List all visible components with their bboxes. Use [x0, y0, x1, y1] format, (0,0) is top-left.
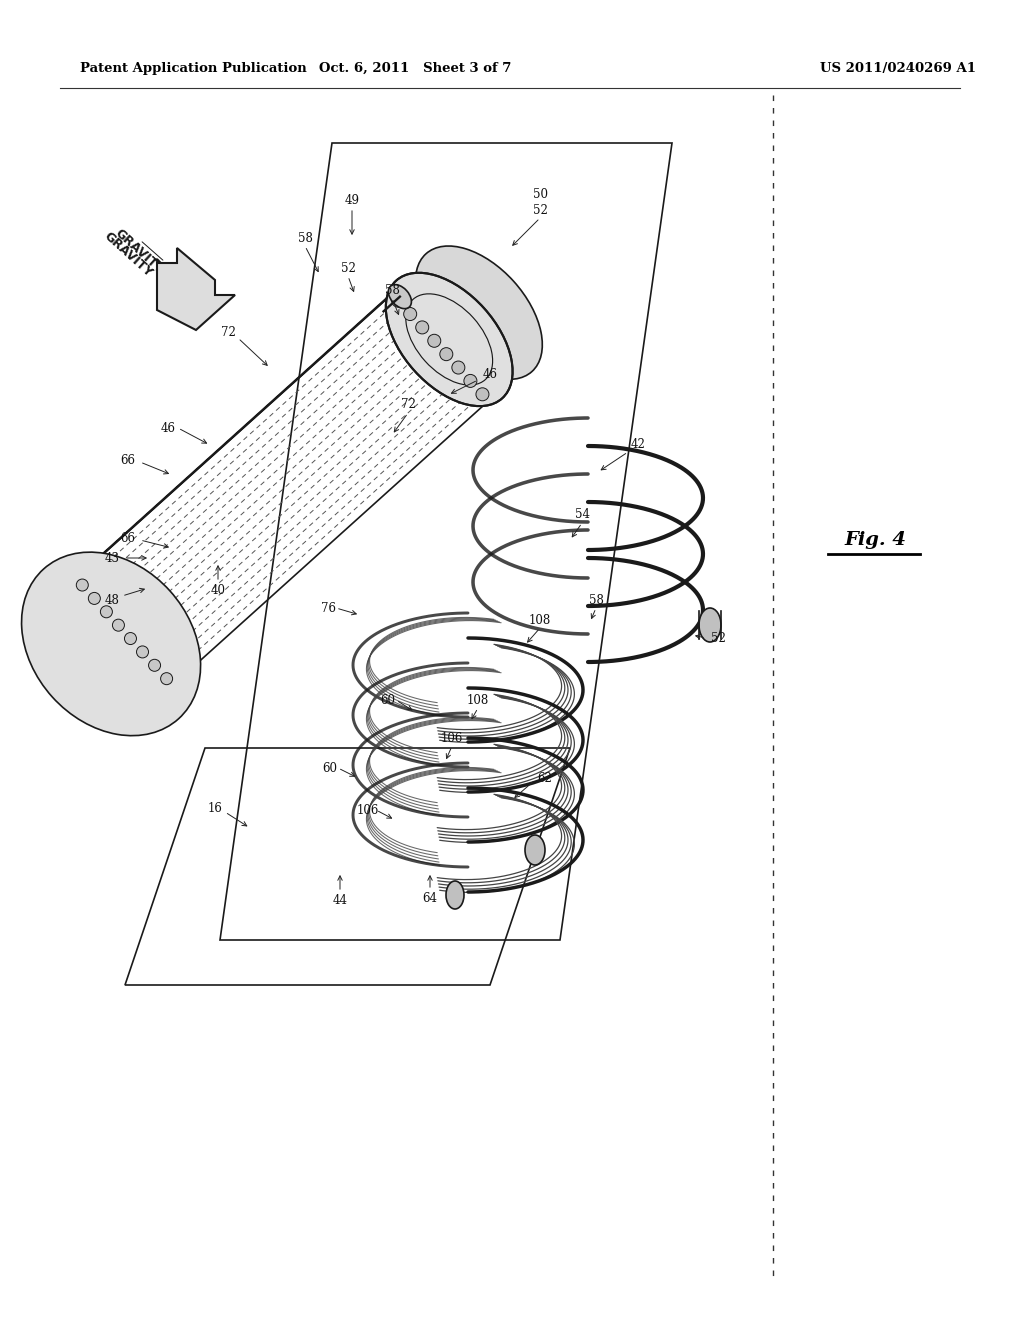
- Ellipse shape: [525, 836, 545, 865]
- Text: 108: 108: [528, 614, 551, 627]
- Text: 58: 58: [385, 284, 399, 297]
- Text: 49: 49: [344, 194, 359, 206]
- Circle shape: [113, 619, 125, 631]
- Text: 44: 44: [333, 894, 347, 907]
- Text: 50: 50: [532, 189, 548, 202]
- Circle shape: [88, 593, 100, 605]
- Ellipse shape: [699, 609, 721, 642]
- Text: 62: 62: [538, 771, 552, 784]
- Text: US 2011/0240269 A1: US 2011/0240269 A1: [820, 62, 976, 75]
- Circle shape: [148, 659, 161, 672]
- Text: 108: 108: [467, 693, 489, 706]
- Polygon shape: [157, 248, 234, 330]
- Text: GRAVITY: GRAVITY: [112, 227, 166, 277]
- Text: 64: 64: [423, 891, 437, 904]
- Circle shape: [428, 334, 440, 347]
- Text: 72: 72: [220, 326, 236, 338]
- Text: 40: 40: [211, 583, 225, 597]
- Ellipse shape: [22, 552, 201, 735]
- Text: 52: 52: [711, 631, 725, 644]
- Text: 72: 72: [400, 399, 416, 412]
- Circle shape: [464, 375, 477, 387]
- Circle shape: [416, 321, 429, 334]
- Ellipse shape: [386, 273, 513, 407]
- Text: 106: 106: [356, 804, 379, 817]
- Text: Fig. 4: Fig. 4: [844, 531, 906, 549]
- Text: Patent Application Publication: Patent Application Publication: [80, 62, 307, 75]
- Text: 60: 60: [323, 762, 338, 775]
- Text: 54: 54: [574, 508, 590, 521]
- Circle shape: [136, 645, 148, 657]
- Text: 106: 106: [440, 731, 463, 744]
- Circle shape: [476, 388, 488, 401]
- Circle shape: [391, 294, 404, 308]
- Text: 42: 42: [631, 438, 645, 451]
- Ellipse shape: [388, 285, 412, 309]
- Text: 52: 52: [341, 261, 355, 275]
- Circle shape: [77, 579, 88, 591]
- Text: 58: 58: [298, 231, 312, 244]
- Text: 46: 46: [161, 421, 175, 434]
- Text: 66: 66: [121, 532, 135, 544]
- Text: 16: 16: [208, 801, 222, 814]
- Text: 46: 46: [482, 368, 498, 381]
- Text: 48: 48: [104, 594, 120, 606]
- Text: 76: 76: [321, 602, 336, 615]
- Circle shape: [440, 347, 453, 360]
- Text: 43: 43: [104, 552, 120, 565]
- Text: GRAVITY: GRAVITY: [101, 230, 155, 280]
- Circle shape: [125, 632, 136, 644]
- Text: Oct. 6, 2011   Sheet 3 of 7: Oct. 6, 2011 Sheet 3 of 7: [318, 62, 511, 75]
- Ellipse shape: [416, 246, 543, 379]
- Text: 52: 52: [532, 203, 548, 216]
- Circle shape: [161, 673, 173, 685]
- Circle shape: [403, 308, 417, 321]
- Circle shape: [100, 606, 113, 618]
- Text: 66: 66: [121, 454, 135, 466]
- Text: 58: 58: [589, 594, 603, 606]
- Circle shape: [452, 362, 465, 374]
- Ellipse shape: [446, 880, 464, 909]
- Text: 60: 60: [381, 693, 395, 706]
